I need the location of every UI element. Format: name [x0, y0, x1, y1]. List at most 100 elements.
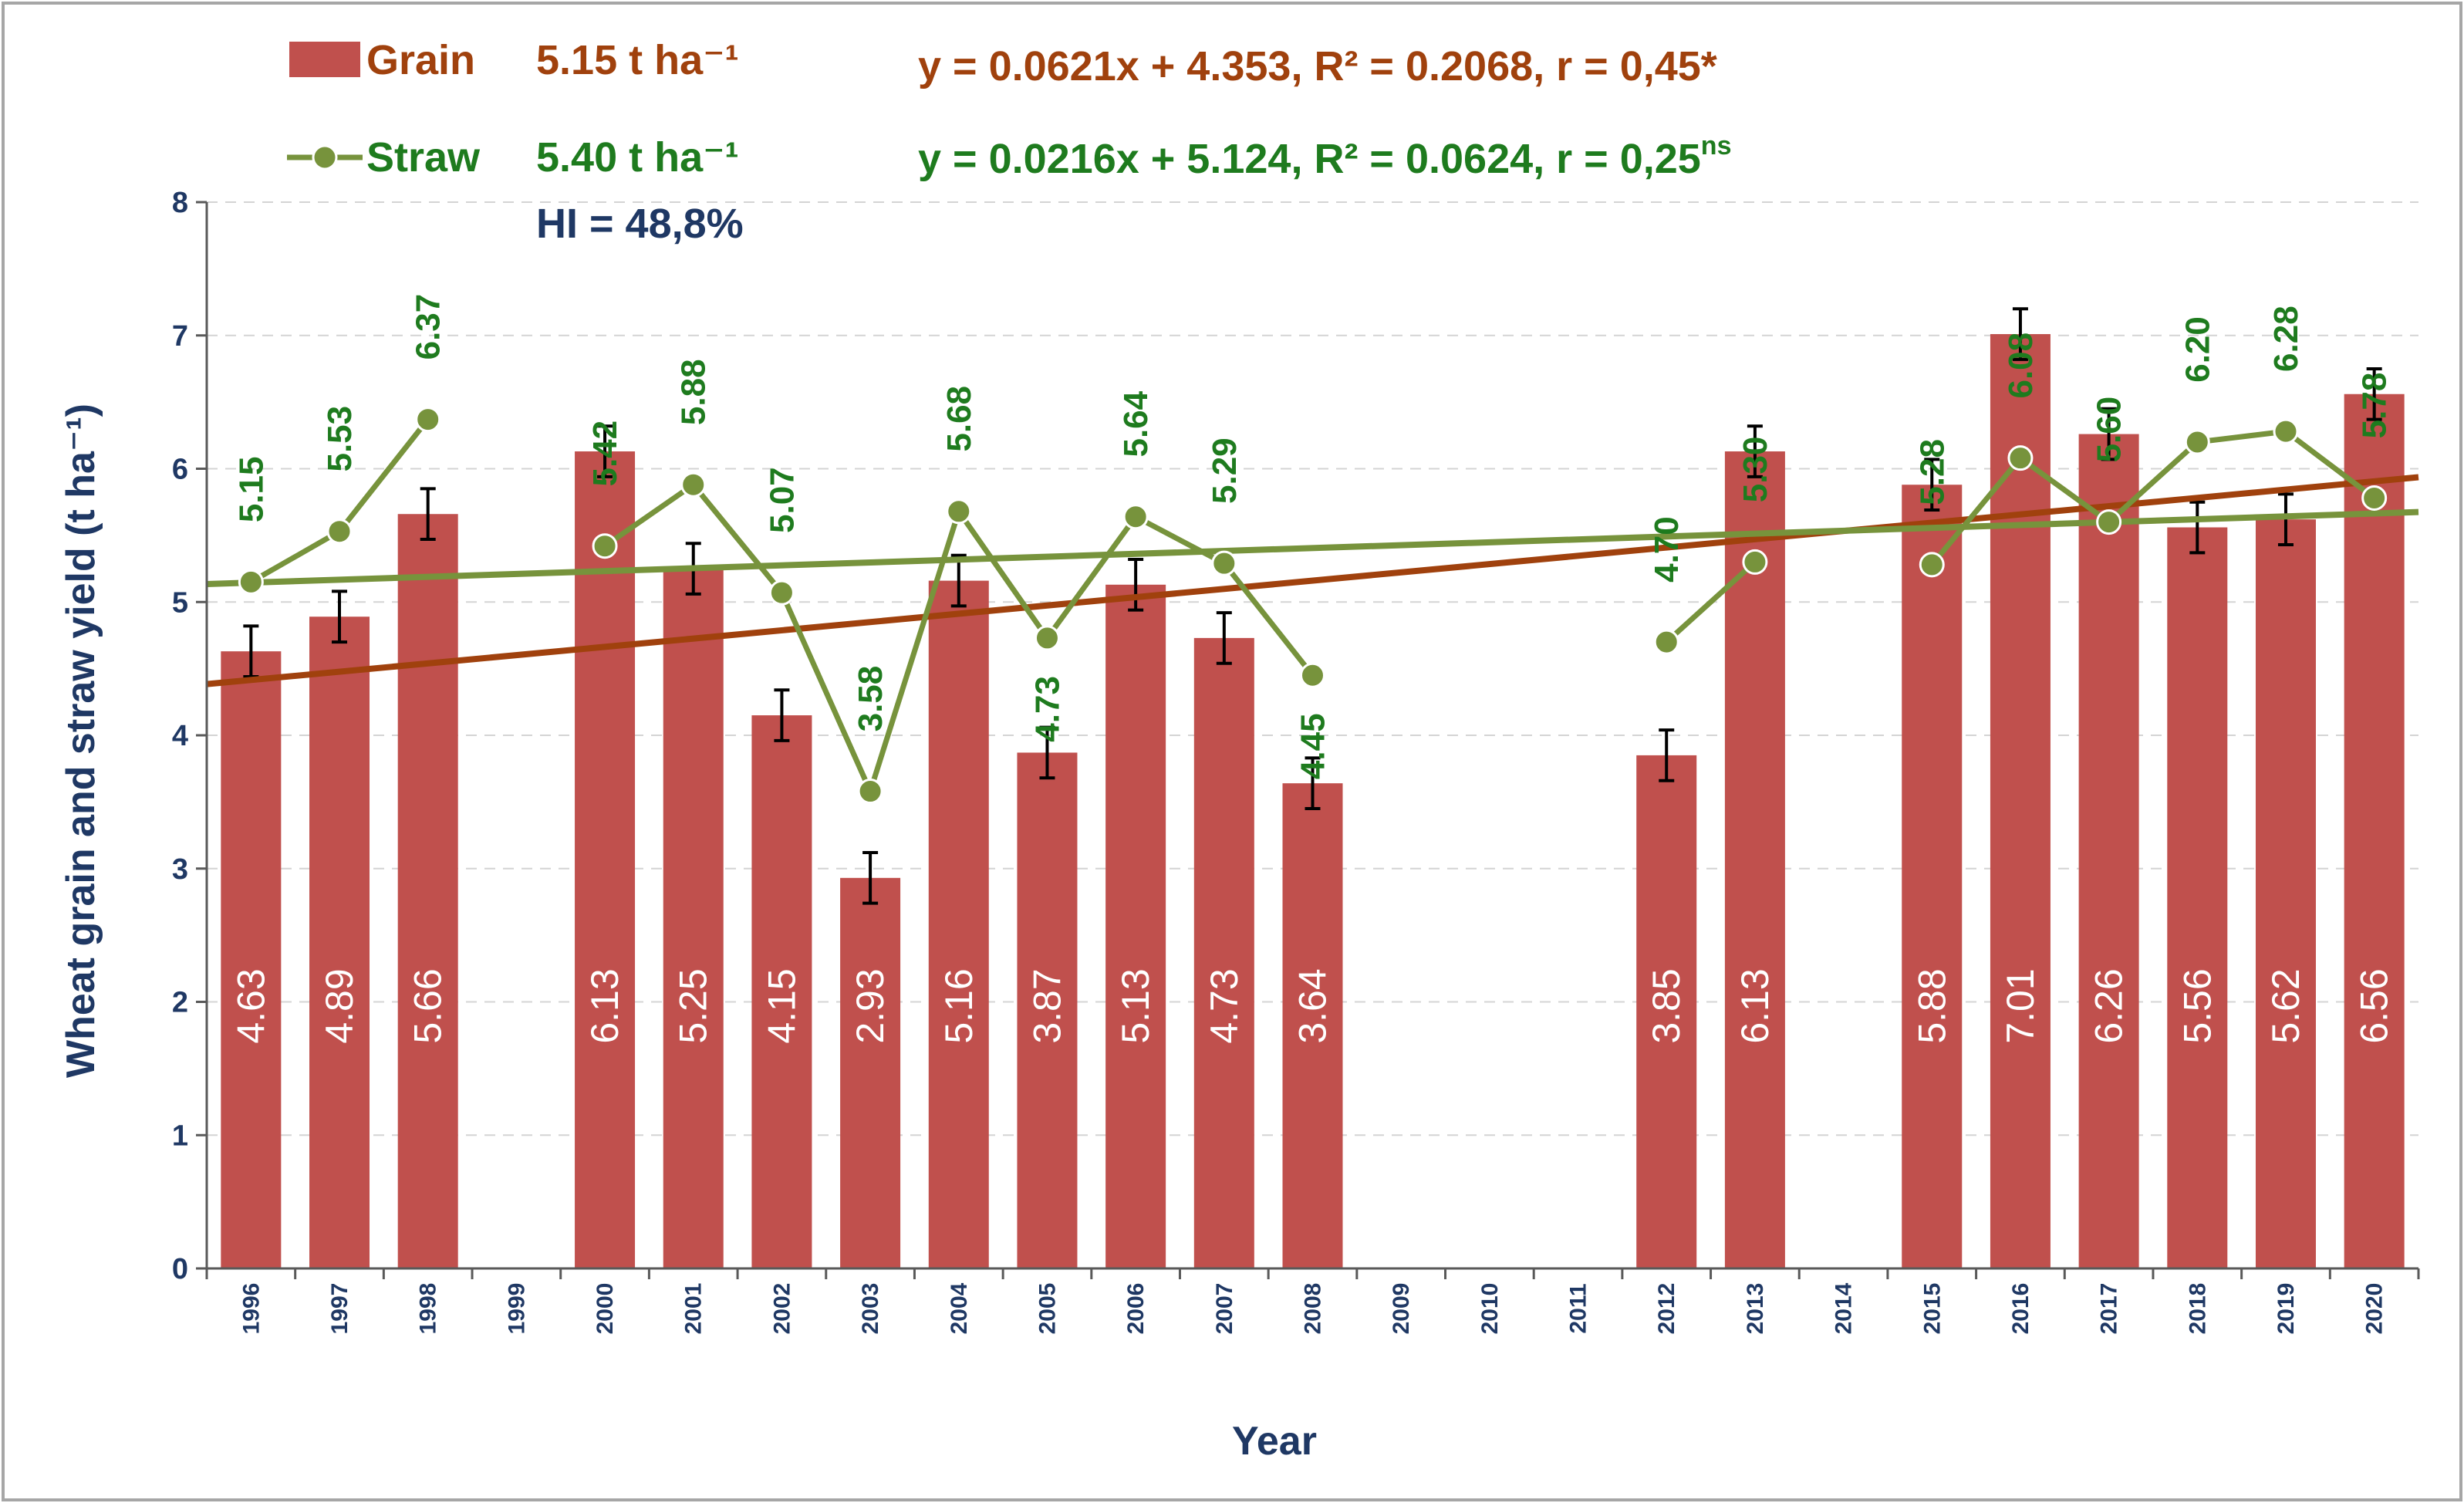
grain-error-bars — [243, 307, 2382, 905]
y-tick-label: 3 — [172, 853, 188, 886]
grain-trend-line — [206, 474, 2419, 687]
straw-point-2006 — [1122, 504, 1149, 530]
grain-bars — [221, 334, 2405, 1269]
grain-value-label-2015: 5.88 — [1910, 968, 1953, 1043]
y-tick-label: 2 — [172, 987, 188, 1019]
grain-bar-2003 — [840, 877, 901, 1268]
legend-grain-label: Grain — [366, 37, 475, 83]
legend-straw-equation-sup: ns — [1701, 131, 1732, 160]
straw-point-2015 — [1919, 552, 1945, 578]
straw-value-label-2019: 6.28 — [2267, 306, 2305, 372]
grain-value-label-1997: 4.89 — [318, 968, 361, 1043]
straw-line-segment-2 — [1664, 559, 1757, 644]
straw-value-label-2006: 5.64 — [1117, 390, 1155, 457]
straw-point-2018 — [2184, 429, 2210, 455]
grain-bar-1996 — [221, 651, 282, 1268]
legend-straw-marker — [312, 144, 338, 171]
grain-bar-2015 — [1902, 485, 1963, 1268]
grain-bar-1998 — [397, 514, 458, 1268]
straw-point-2005 — [1034, 625, 1060, 651]
grain-value-label-2005: 3.87 — [1025, 968, 1068, 1043]
x-tick-label: 2011 — [1566, 1283, 1591, 1333]
straw-value-label-2012: 4.70 — [1648, 516, 1686, 583]
x-tick-label: 2018 — [2185, 1283, 2210, 1335]
grain-bar-2001 — [663, 569, 724, 1268]
straw-point-2002 — [768, 579, 795, 606]
legend-grain-mean: 5.15 t ha⁻¹ — [536, 37, 739, 83]
x-tick-label: 2004 — [947, 1282, 972, 1334]
straw-value-label-2003: 3.58 — [852, 666, 889, 732]
x-tick-label: 2014 — [1831, 1282, 1857, 1334]
legend-grain-swatch — [289, 42, 360, 77]
legend-grain-equation: y = 0.0621x + 4.353, R² = 0.2068, r = 0,… — [918, 43, 1717, 90]
grain-bar-2016 — [1990, 334, 2051, 1269]
grain-bar-2012 — [1636, 755, 1697, 1268]
x-tick-label: 2009 — [1389, 1283, 1414, 1335]
axes: 0 1 2 3 4 5 6 7 8 1996 1997 1998 1999 2000 2001 2002 200… — [172, 187, 2420, 1335]
x-tick-label: 1999 — [504, 1283, 529, 1335]
straw-value-label-2008: 4.45 — [1294, 713, 1332, 779]
grain-value-label-2019: 5.62 — [2264, 968, 2307, 1043]
x-tick-label: 2000 — [592, 1283, 618, 1335]
x-tick-label: 2016 — [2008, 1283, 2034, 1335]
y-tick-label: 1 — [172, 1120, 188, 1152]
grain-value-label-2013: 6.13 — [1733, 968, 1777, 1043]
grain-value-label-2003: 2.93 — [849, 968, 892, 1043]
grain-bar-2008 — [1282, 783, 1343, 1268]
straw-value-label-2000: 5.42 — [586, 421, 624, 487]
straw-point-2012 — [1653, 629, 1679, 655]
straw-value-label-2007: 5.29 — [1206, 437, 1244, 504]
grain-value-label-1996: 4.63 — [229, 968, 272, 1043]
grain-bar-2002 — [751, 715, 812, 1268]
grain-bar-2017 — [2078, 434, 2139, 1269]
straw-point-2001 — [680, 471, 707, 498]
x-tick-label: 1996 — [238, 1283, 264, 1335]
grain-value-label-2020: 6.56 — [2353, 968, 2396, 1043]
grain-value-label-2001: 5.25 — [672, 968, 715, 1043]
y-tick-label: 8 — [172, 187, 188, 219]
grain-bar-2005 — [1017, 752, 1078, 1268]
straw-point-2000 — [592, 533, 618, 559]
grain-bar-2018 — [2167, 527, 2228, 1268]
grain-bar-2006 — [1105, 584, 1166, 1268]
x-tick-label: 2015 — [1919, 1283, 1945, 1335]
x-tick-label: 2012 — [1654, 1283, 1679, 1335]
straw-point-2017 — [2096, 509, 2122, 535]
straw-point-2003 — [857, 779, 883, 805]
grain-bar-2004 — [928, 580, 989, 1268]
legend-straw-label: Straw — [366, 134, 481, 181]
straw-trend-line — [206, 508, 2419, 587]
grain-value-label-1998: 5.66 — [407, 968, 450, 1043]
grain-value-label-2008: 3.64 — [1291, 968, 1335, 1043]
straw-value-label-2017: 5.60 — [2091, 397, 2128, 463]
x-tick-label: 2006 — [1123, 1283, 1149, 1335]
straw-value-label-2016: 6.08 — [2002, 333, 2040, 399]
y-tick-label: 4 — [172, 720, 188, 752]
straw-series: 5.15 5.53 6.37 5.42 5.88 5.07 3.58 5.68 4.73 5.64… — [232, 294, 2394, 805]
x-tick-label: 2019 — [2273, 1283, 2299, 1335]
grain-value-label-2002: 4.15 — [760, 968, 803, 1043]
grain-value-label-2012: 3.85 — [1645, 968, 1688, 1043]
grain-bar-2019 — [2255, 519, 2316, 1268]
x-tick-label: 2001 — [681, 1283, 707, 1335]
grain-value-label-2007: 4.73 — [1203, 968, 1246, 1043]
grain-value-label-2018: 5.56 — [2175, 968, 2219, 1043]
grain-bar-labels: 4.63 4.89 5.66 6.13 5.25 4.15 2.93 5.16 3.87 5.13… — [229, 968, 2395, 1043]
straw-point-2013 — [1742, 549, 1768, 575]
grain-bar-1997 — [309, 616, 370, 1268]
straw-line-segment-3 — [1929, 428, 2376, 567]
straw-point-2019 — [2273, 418, 2299, 444]
y-axis-title: Wheat grain and straw yield (t ha⁻¹) — [59, 404, 103, 1078]
straw-point-1996 — [238, 569, 264, 595]
x-tick-label: 1997 — [327, 1283, 353, 1335]
straw-value-label-2015: 5.28 — [1913, 439, 1951, 505]
legend-straw-equation: y = 0.0216x + 5.124, R² = 0.0624, r = 0,… — [918, 131, 1731, 182]
x-tick-label: 2002 — [769, 1283, 795, 1335]
y-tick-label: 6 — [172, 454, 188, 486]
straw-value-label-2005: 4.73 — [1028, 676, 1066, 742]
y-tick-label: 0 — [172, 1253, 188, 1285]
straw-value-label-2001: 5.88 — [675, 359, 713, 425]
grain-bar-2013 — [1724, 451, 1785, 1268]
trend-lines — [206, 474, 2419, 687]
